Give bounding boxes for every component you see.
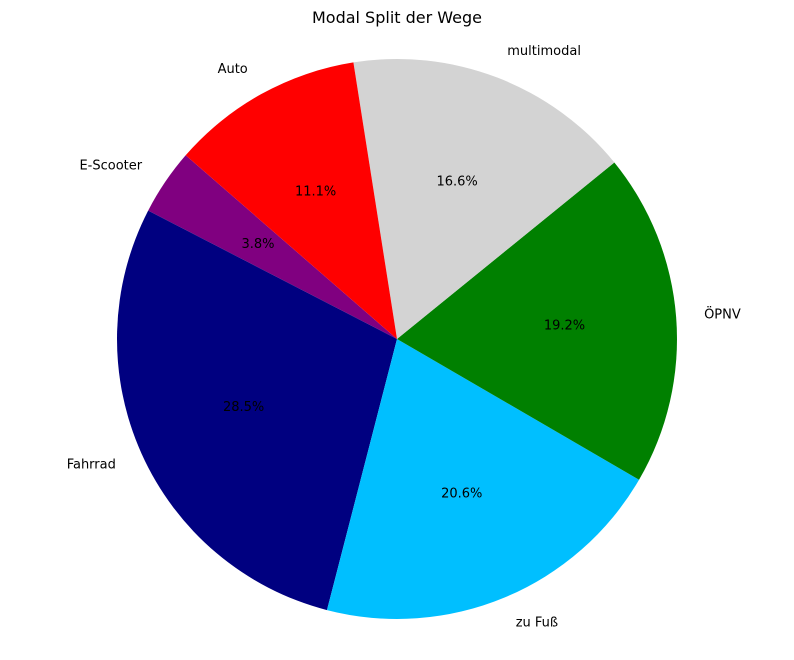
- slice-pct-label-opnv: 19.2%: [544, 318, 585, 333]
- slice-pct-label-multimodal: 16.6%: [436, 175, 477, 190]
- pie-slice-opnv: [397, 162, 677, 480]
- slice-label-opnv: ÖPNV: [704, 306, 741, 323]
- pie-slice-e-scooter: [148, 155, 397, 339]
- slice-label-zu-fuss: zu Fuß: [516, 616, 558, 631]
- slice-pct-label-fahrrad: 28.5%: [223, 400, 264, 415]
- slice-label-fahrrad: Fahrrad: [67, 457, 116, 472]
- pie-slice-multimodal: [353, 59, 615, 340]
- pie-slice-zu-fuss: [326, 339, 640, 619]
- slice-label-auto: Auto: [218, 62, 248, 77]
- chart-title: Modal Split der Wege: [311, 8, 483, 27]
- slice-label-multimodal: multimodal: [507, 44, 581, 59]
- slice-label-e-scooter: E-Scooter: [79, 159, 142, 174]
- slice-pct-label-zu-fuss: 20.6%: [441, 487, 482, 502]
- pie-slice-auto: [185, 62, 397, 340]
- slice-pct-label-auto: 11.1%: [295, 185, 336, 200]
- slice-pct-label-e-scooter: 3.8%: [241, 237, 274, 252]
- pie-slice-fahrrad: [117, 210, 398, 611]
